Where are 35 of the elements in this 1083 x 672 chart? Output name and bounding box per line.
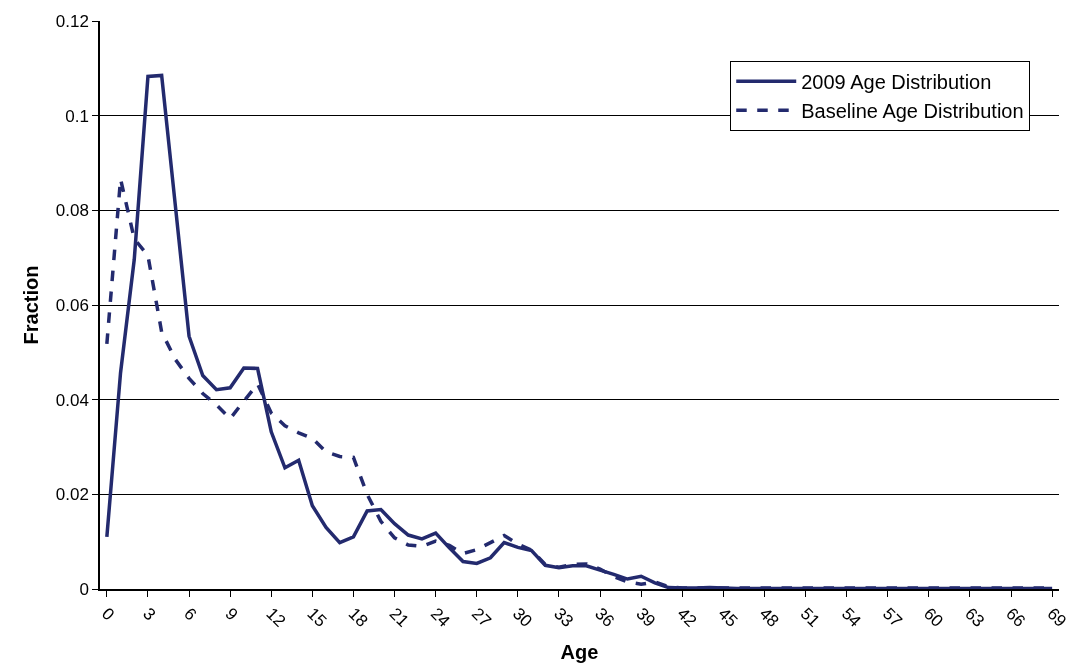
x-tick-label: 24	[426, 604, 454, 631]
x-tick-label: 57	[878, 604, 906, 631]
x-tick-label: 6	[180, 604, 201, 625]
x-tick-label: 3	[139, 604, 160, 625]
y-tick-label: 0	[79, 579, 89, 599]
x-tick-label: 27	[467, 604, 495, 631]
x-tick-label: 12	[262, 604, 290, 631]
y-tick-label: 0.12	[55, 11, 89, 31]
y-tick-label: 0.08	[55, 201, 89, 221]
y-tick-label: 0.1	[65, 106, 89, 126]
x-tick-label: 30	[509, 604, 536, 631]
x-tick-label: 36	[591, 604, 619, 631]
x-tick-label: 21	[385, 604, 413, 631]
legend-label: Baseline Age Distribution	[801, 100, 1024, 123]
x-tick-label: 18	[344, 604, 372, 631]
y-tick-label: 0.04	[55, 390, 89, 410]
x-tick-label: 39	[632, 604, 660, 631]
y-tick-label: 0.02	[55, 485, 89, 505]
x-tick-label: 66	[1002, 604, 1030, 631]
x-tick-label: 9	[221, 604, 242, 625]
x-tick-label: 69	[1043, 604, 1071, 631]
x-tick-label: 60	[920, 604, 947, 631]
y-tick-label: 0.06	[55, 295, 89, 315]
x-tick-label: 51	[796, 604, 824, 631]
x-axis-title: Age	[560, 640, 599, 663]
y-axis-title: Fraction	[19, 265, 42, 345]
legend-label: 2009 Age Distribution	[801, 71, 992, 94]
x-tick-label: 48	[755, 604, 783, 631]
x-tick-label: 42	[673, 604, 701, 631]
x-tick-label: 54	[837, 604, 865, 631]
x-tick-label: 45	[714, 604, 742, 631]
x-tick-label: 63	[961, 604, 988, 631]
x-tick-label: 0	[98, 604, 119, 625]
x-tick-label: 33	[550, 604, 577, 631]
x-tick-label: 15	[303, 604, 331, 631]
